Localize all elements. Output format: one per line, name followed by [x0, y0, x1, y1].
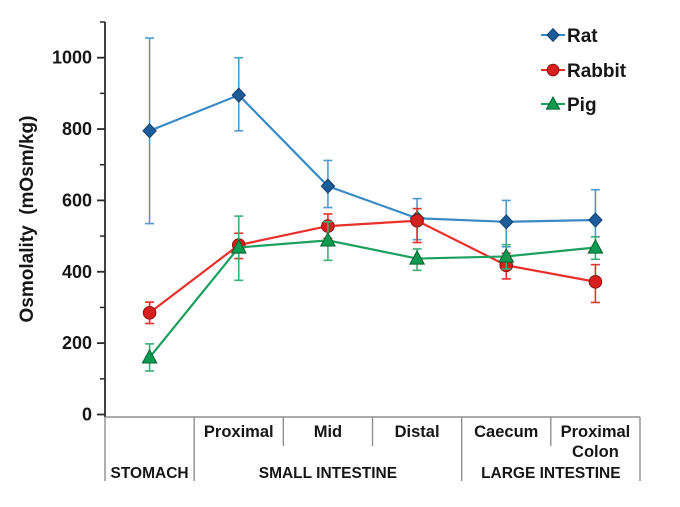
data-point-rat	[142, 123, 157, 139]
legend-marker-circle	[546, 63, 560, 77]
data-point-rat	[320, 178, 336, 194]
data-point-pig	[498, 247, 515, 263]
x-group-label: STOMACH	[111, 465, 189, 482]
x-region-label: Proximal	[204, 423, 274, 441]
series-line	[148, 219, 596, 314]
legend-marker-triangle	[545, 95, 561, 110]
data-point-pig	[409, 249, 426, 265]
series-pig	[145, 215, 600, 372]
series-rabbit	[145, 207, 600, 325]
y-tick-label: 0	[82, 405, 92, 425]
data-point-pig	[587, 238, 604, 254]
y-tick-label: 200	[62, 333, 92, 353]
y-tick-label: 600	[62, 190, 92, 210]
data-point-pig	[319, 231, 336, 247]
x-group-label: SMALL INTESTINE	[259, 465, 397, 482]
y-tick-label: 1000	[52, 48, 92, 68]
series-rat	[145, 37, 600, 252]
series-line	[148, 239, 596, 359]
x-region-label: Mid	[314, 423, 342, 441]
x-group-label: LARGE INTESTINE	[481, 465, 621, 482]
x-region-label: Distal	[395, 423, 440, 441]
data-point-rat	[231, 87, 247, 103]
series-line	[149, 93, 596, 223]
data-point-rat	[498, 214, 514, 230]
x-region-label: Proximal	[561, 423, 631, 441]
x-region-label: Colon	[572, 443, 619, 461]
data-point-rabbit	[588, 274, 603, 289]
data-point-rabbit	[410, 213, 424, 228]
legend-marker-diamond	[546, 27, 560, 43]
data-point-pig	[141, 348, 158, 364]
legend-label: Pig	[567, 95, 597, 116]
legend-label: Rabbit	[567, 61, 627, 82]
y-tick-label: 400	[62, 262, 92, 282]
data-point-pig	[230, 238, 247, 254]
data-point-rat	[588, 212, 603, 228]
x-region-label: Caecum	[474, 423, 538, 441]
data-point-rabbit	[142, 306, 157, 320]
legend-label: Rat	[567, 26, 598, 47]
y-tick-label: 800	[62, 119, 92, 139]
